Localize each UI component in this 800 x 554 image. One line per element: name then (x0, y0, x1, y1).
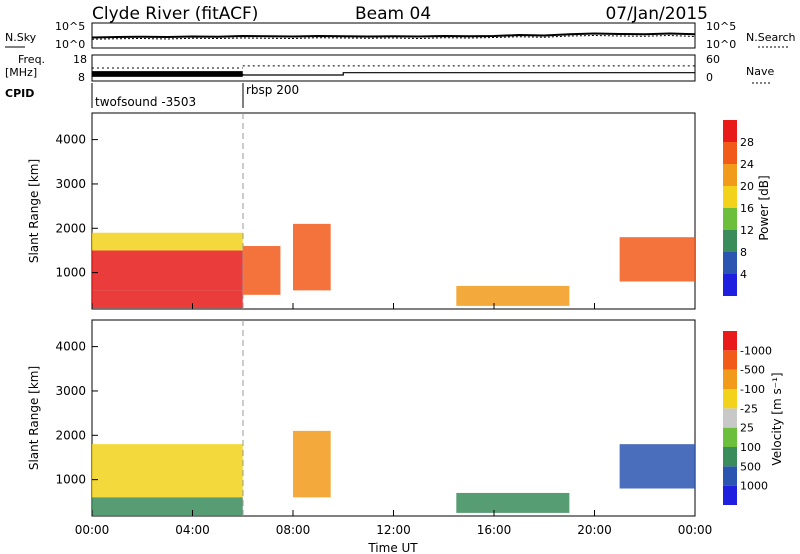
power-colorbar-segment (723, 208, 737, 230)
velocity-echo-region-2 (92, 497, 243, 516)
velocity-colorbar-tick: -100 (740, 383, 765, 396)
power-ytick-label: 1000 (55, 266, 86, 280)
velocity-colorbar-segment (723, 427, 737, 447)
plot-title: Clyde River (fitACF) (92, 4, 258, 24)
velocity-colorbar-tick: 1000 (740, 480, 768, 493)
power-colorbar-tick: 28 (740, 136, 754, 149)
power-echo-region-7 (619, 237, 695, 282)
power-colorbar-tick: 24 (740, 158, 754, 171)
velocity-colorbar-segment (723, 350, 737, 370)
x-tick-label: 12:00 (376, 523, 411, 537)
power-colorbar-segment (723, 164, 737, 186)
velocity-ytick-label: 1000 (55, 473, 86, 487)
nave-tick-top: 60 (706, 53, 720, 66)
velocity-echo-region-3 (293, 430, 331, 498)
noise-left-tick-top: 10^5 (55, 20, 85, 33)
power-colorbar-segment (723, 230, 737, 252)
noise-series-1 (91, 32, 696, 39)
cpid-segment-2: rbsp 200 (246, 83, 299, 97)
freq-left-unit: [MHz] (5, 66, 37, 79)
nave-tick-bottom: 0 (706, 71, 713, 84)
power-echo-region-5 (293, 223, 331, 291)
power-ylabel: Slant Range [km] (27, 159, 41, 263)
power-echo-region-6 (456, 285, 570, 306)
velocity-colorbar-segment (723, 389, 737, 409)
velocity-colorbar-segment (723, 331, 737, 351)
velocity-colorbar-tick: -1000 (740, 344, 772, 357)
x-tick-label: 00:00 (678, 523, 713, 537)
power-echo-region-1 (92, 290, 243, 309)
velocity-ytick-label: 4000 (55, 340, 86, 354)
power-colorbar-label: Power [dB] (757, 175, 771, 240)
velocity-ylabel: Slant Range [km] (27, 366, 41, 470)
x-tick-label: 08:00 (276, 523, 311, 537)
noise-right-tick-top: 10^5 (706, 20, 736, 33)
velocity-colorbar-tick: 25 (740, 422, 754, 435)
nave-label: Nave (746, 65, 774, 78)
velocity-echo-region-4 (456, 492, 570, 513)
power-colorbar-tick: 16 (740, 202, 754, 215)
power-colorbar-segment (723, 142, 737, 164)
freq-left-label: Freq. (18, 53, 45, 66)
cpid-label: CPID (5, 87, 34, 100)
velocity-colorbar-segment (723, 447, 737, 467)
velocity-colorbar-segment (723, 485, 737, 505)
power-colorbar-tick: 20 (740, 180, 754, 193)
velocity-colorbar-label: Velocity [m s⁻¹] (770, 372, 784, 465)
noise-right-label: N.Search (746, 31, 796, 44)
velocity-colorbar-tick: 500 (740, 460, 761, 473)
power-echo-region-2 (92, 250, 243, 291)
velocity-colorbar-segment (723, 369, 737, 389)
power-panel: 1000 2000 3000 4000 Slant Range [km] (27, 112, 696, 310)
freq-tick-top: 18 (73, 53, 87, 66)
power-colorbar-segment (723, 252, 737, 274)
x-tick-label: 20:00 (577, 523, 612, 537)
power-ytick-label: 4000 (55, 133, 86, 147)
x-axis-label: Time UT (367, 541, 418, 554)
freq-tick-bottom: 8 (78, 71, 85, 84)
power-colorbar-tick: 4 (740, 268, 747, 281)
velocity-echo-region-1 (92, 444, 243, 498)
velocity-colorbar-segment (723, 408, 737, 428)
velocity-colorbar-tick: 100 (740, 441, 761, 454)
noise-series-2 (91, 34, 696, 40)
power-colorbar-segment (723, 186, 737, 208)
velocity-colorbar-tick: -25 (740, 402, 758, 415)
cpid-row: CPID twofsound -3503 rbsp 200 (5, 83, 299, 109)
beam-label: Beam 04 (355, 4, 431, 24)
noise-panel-frame (91, 22, 696, 49)
velocity-echo-region-5 (619, 444, 695, 489)
noise-left-tick-bottom: 10^0 (55, 38, 85, 51)
velocity-colorbar: Velocity [m s⁻¹] 1000 500 100 25 -25 -100 -500… (723, 331, 784, 505)
power-colorbar: Power [dB] 4 8 12 16 20 24 28 (723, 120, 771, 296)
velocity-colorbar-tick: -500 (740, 364, 765, 377)
frequency-panel: Freq. [MHz] 18 8 60 0 Nave (5, 53, 774, 84)
power-echo-region-3 (92, 232, 243, 251)
power-echo-region-4 (242, 246, 281, 295)
power-ytick-label: 2000 (55, 221, 86, 235)
noise-panel: N.Sky 10^5 10^0 10^5 10^0 N.Search (5, 20, 796, 51)
power-colorbar-segment (723, 120, 737, 142)
frequency-sounding-band (92, 71, 243, 77)
noise-left-label: N.Sky (5, 31, 37, 44)
x-tick-label: 00:00 (75, 523, 110, 537)
noise-right-tick-bottom: 10^0 (706, 38, 736, 51)
velocity-ytick-label: 2000 (55, 428, 86, 442)
power-colorbar-tick: 12 (740, 224, 754, 237)
x-tick-label: 04:00 (175, 523, 210, 537)
power-ytick-label: 3000 (55, 177, 86, 191)
velocity-panel: 1000 2000 3000 4000 Slant Range [km] 00:00 0… (27, 303, 712, 554)
power-colorbar-segment (723, 274, 737, 296)
date-label: 07/Jan/2015 (605, 4, 708, 24)
velocity-colorbar-segment (723, 466, 737, 486)
cpid-segment-1: twofsound -3503 (95, 95, 196, 109)
x-tick-label: 16:00 (477, 523, 512, 537)
velocity-ytick-label: 3000 (55, 384, 86, 398)
power-colorbar-tick: 8 (740, 246, 747, 259)
